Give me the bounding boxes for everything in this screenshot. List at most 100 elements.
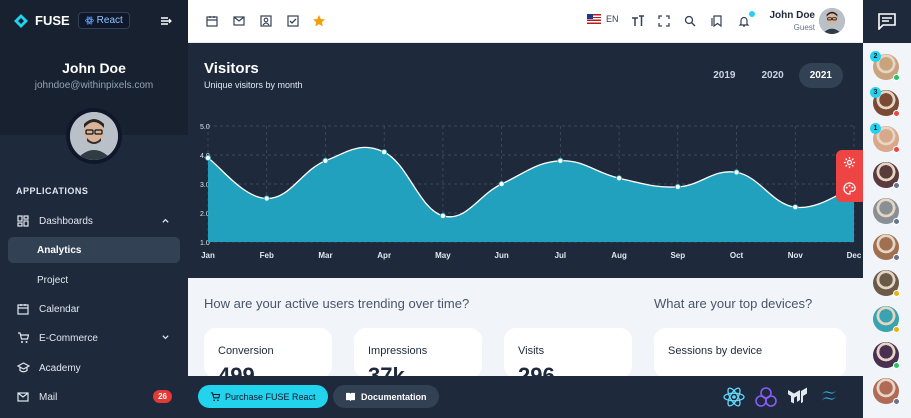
- documentation-button[interactable]: Documentation: [333, 385, 439, 408]
- status-indicator: [893, 398, 900, 405]
- sidebar-avatar[interactable]: [66, 108, 122, 164]
- topbar-user-name: John Doe: [769, 10, 815, 21]
- redux-icon[interactable]: [755, 386, 777, 408]
- react-icon: [84, 16, 94, 25]
- nav-label: Project: [37, 274, 69, 286]
- unread-count-badge: 1: [870, 123, 881, 134]
- data-point: [733, 169, 740, 176]
- calendar-shortcut-icon[interactable]: [205, 14, 219, 28]
- text-size-icon[interactable]: [631, 14, 645, 28]
- y-tick-label: 3.0: [200, 182, 210, 189]
- contact-avatar[interactable]: [873, 342, 900, 369]
- sidebar-toggle-icon[interactable]: [160, 15, 172, 27]
- tailwind-icon[interactable]: [819, 386, 841, 408]
- unread-count-badge: 2: [870, 51, 881, 62]
- x-tick-label: Jun: [495, 251, 509, 260]
- language-selector[interactable]: EN: [587, 14, 619, 24]
- react-icon[interactable]: [723, 386, 745, 408]
- status-indicator: [893, 218, 900, 225]
- status-indicator: [893, 290, 900, 297]
- card-label: Sessions by device: [668, 345, 763, 357]
- dashboard-icon: [16, 214, 30, 228]
- settings-icon[interactable]: [843, 156, 856, 169]
- contact-avatar[interactable]: 3: [870, 87, 900, 117]
- settings-float-panel: [836, 150, 863, 202]
- chat-header[interactable]: [863, 0, 911, 43]
- x-tick-label: Nov: [788, 251, 804, 260]
- topbar-avatar[interactable]: [819, 8, 845, 34]
- react-badge: React: [77, 12, 130, 29]
- card-label: Impressions: [368, 345, 428, 357]
- nav-item-analytics[interactable]: Analytics: [8, 237, 180, 263]
- fullscreen-icon[interactable]: [657, 14, 671, 28]
- y-tick-label: 2.0: [200, 211, 210, 218]
- tasks-shortcut-icon[interactable]: [286, 14, 300, 28]
- sidebar-user-name: John Doe: [62, 60, 126, 76]
- visitors-series-line: [207, 146, 855, 218]
- nav-item-calendar[interactable]: Calendar: [8, 296, 180, 322]
- brand-name: FUSE: [35, 13, 70, 28]
- contact-avatar[interactable]: [873, 234, 900, 261]
- year-tab-2020[interactable]: 2020: [761, 70, 784, 81]
- data-point: [439, 212, 446, 219]
- nav-label: Academy: [39, 362, 81, 374]
- year-tab-2021[interactable]: 2021: [798, 63, 843, 88]
- conversion-card: Conversion 499: [204, 328, 332, 378]
- chevron-up-icon: [162, 218, 169, 223]
- contact-avatar[interactable]: 2: [870, 51, 900, 81]
- mui-icon[interactable]: [787, 386, 809, 408]
- nav-item-project[interactable]: Project: [8, 267, 180, 293]
- contact-avatar[interactable]: [873, 306, 900, 333]
- x-tick-label: May: [435, 251, 451, 260]
- nav-item-academy[interactable]: Academy: [8, 355, 180, 381]
- data-point: [322, 157, 329, 164]
- fuse-logo-icon: [14, 13, 28, 28]
- x-tick-label: Jul: [555, 251, 567, 260]
- chevron-down-icon: [162, 335, 169, 340]
- status-indicator: [893, 74, 900, 81]
- star-icon[interactable]: [312, 14, 326, 28]
- topbar-user-role: Guest: [793, 23, 815, 32]
- cart-icon: [16, 331, 30, 345]
- nav-label: Analytics: [37, 244, 82, 256]
- bell-icon[interactable]: [737, 14, 751, 28]
- bookmarks-icon[interactable]: [710, 14, 724, 28]
- year-tab-2019[interactable]: 2019: [713, 70, 736, 81]
- contact-avatar[interactable]: [873, 198, 900, 225]
- card-value: 37k: [368, 365, 405, 376]
- y-tick-label: 1.0: [200, 240, 210, 247]
- mail-shortcut-icon[interactable]: [232, 14, 246, 28]
- contact-avatar[interactable]: [873, 270, 900, 297]
- card-label: Visits: [518, 345, 545, 357]
- avatar-photo: [70, 112, 118, 160]
- contact-avatar[interactable]: [873, 378, 900, 405]
- data-point: [674, 183, 681, 190]
- x-tick-label: Feb: [260, 251, 274, 260]
- react-badge-label: React: [96, 15, 123, 26]
- contacts-shortcut-icon[interactable]: [259, 14, 273, 28]
- search-icon[interactable]: [683, 14, 697, 28]
- mail-icon: [16, 390, 30, 404]
- us-flag-icon: [587, 14, 601, 24]
- nav-item-ecommerce[interactable]: E-Commerce: [8, 325, 180, 351]
- nav-item-mail[interactable]: Mail 26: [8, 384, 180, 410]
- y-tick-label: 5.0: [200, 124, 210, 131]
- nav-item-dashboards[interactable]: Dashboards: [8, 208, 180, 234]
- topbar-user[interactable]: John Doe Guest: [769, 10, 815, 32]
- contact-avatar[interactable]: [873, 162, 900, 189]
- contact-avatar[interactable]: 1: [870, 123, 900, 153]
- status-indicator: [893, 110, 900, 117]
- status-indicator: [893, 254, 900, 261]
- chart-title: Visitors: [204, 60, 259, 77]
- contacts-panel: 2 3 1: [863, 0, 911, 418]
- sidebar-user-email: johndoe@withinpixels.com: [34, 80, 154, 91]
- impressions-card: Impressions 37k: [354, 328, 482, 378]
- card-value: 499: [218, 365, 255, 376]
- palette-icon[interactable]: [843, 182, 856, 195]
- purchase-button[interactable]: Purchase FUSE React: [198, 385, 328, 408]
- visitors-panel: Visitors Unique visitors by month 2019 2…: [188, 43, 863, 278]
- status-indicator: [893, 326, 900, 333]
- cart-icon: [210, 391, 220, 401]
- card-label: Conversion: [218, 345, 274, 357]
